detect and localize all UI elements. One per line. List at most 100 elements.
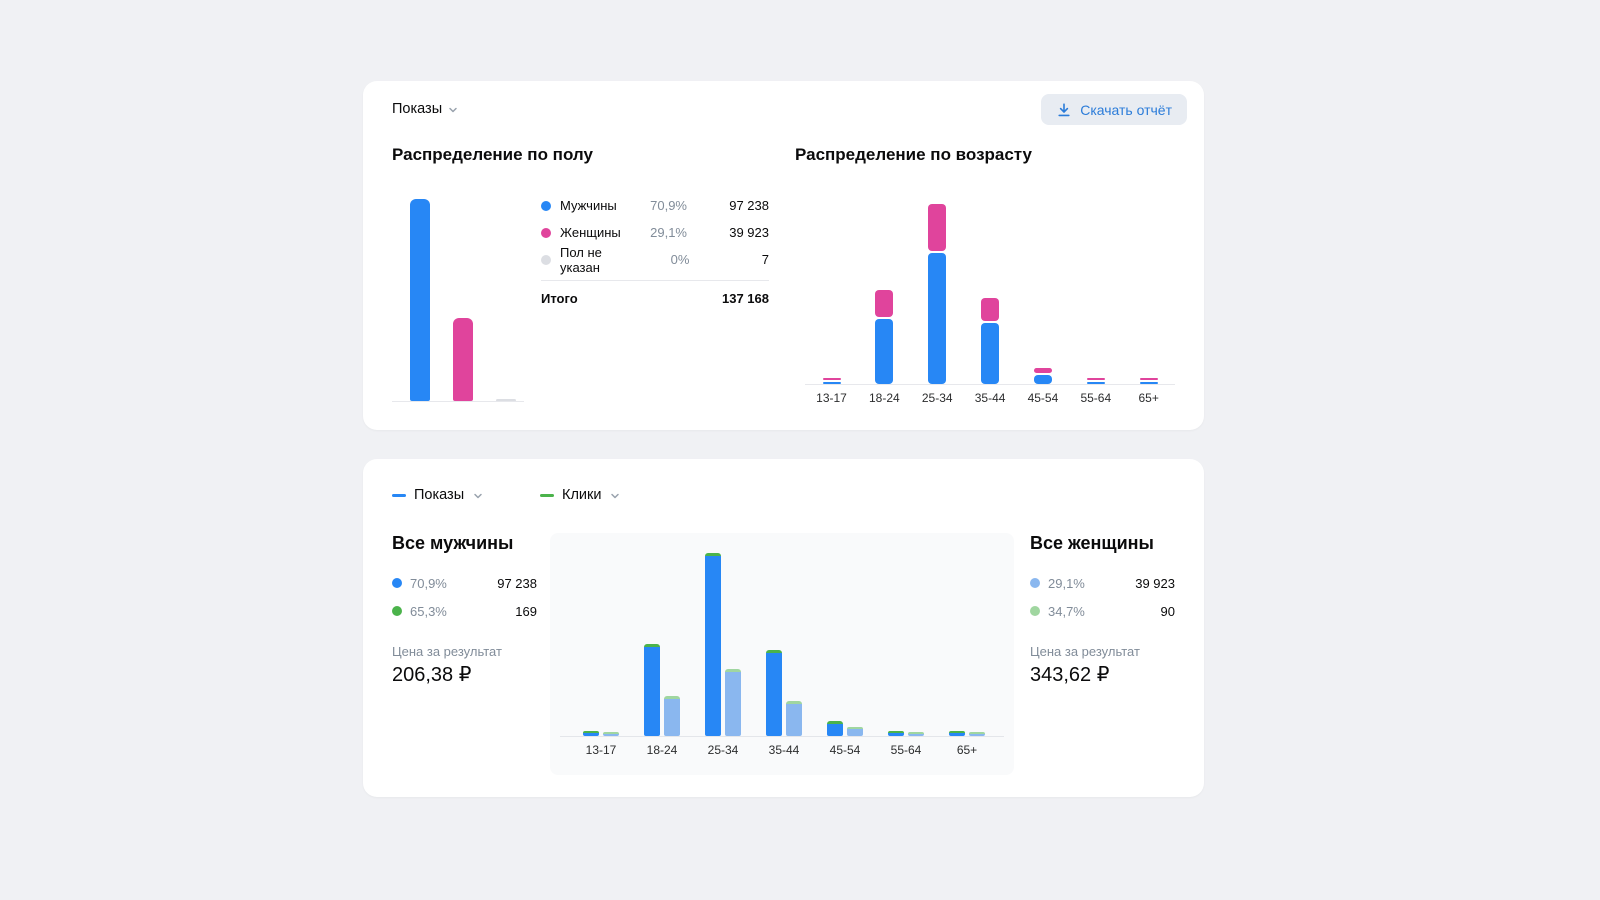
demo-slot-25-34 (705, 553, 741, 736)
women-clicks-value: 90 (1160, 603, 1175, 619)
legend-row-women: Женщины 29,1% 39 923 (541, 219, 769, 246)
demo-clicks-cap-male-18-24 (644, 643, 660, 647)
gender-bar-Мужчины (410, 199, 430, 401)
demo-bar-female-55-64 (908, 734, 924, 736)
demo-column-female-25-34 (725, 669, 741, 736)
demo-column-male-18-24 (644, 643, 660, 736)
demo-axis-label-25-34: 25-34 (707, 743, 739, 757)
age-bar-female-45-54 (1033, 367, 1052, 374)
demo-clicks-cap-female-55-64 (908, 732, 924, 734)
demo-bar-male-45-54 (827, 724, 843, 736)
age-axis-label-55-64: 55-64 (1080, 391, 1112, 405)
demo-clicks-cap-female-18-24 (664, 696, 680, 700)
demo-column-male-25-34 (705, 553, 721, 736)
demo-slot-45-54 (827, 721, 863, 736)
impressions-series-label: Показы (414, 487, 465, 503)
clicks-series-dropdown[interactable]: Клики (540, 487, 621, 503)
men-impressions-row: 70,9% 97 238 (392, 569, 537, 597)
unspecified-dot-icon (541, 254, 551, 265)
age-slot-45-54 (1016, 367, 1069, 384)
demo-bar-male-25-34 (705, 556, 721, 736)
demo-axis-label-35-44: 35-44 (768, 743, 800, 757)
age-axis-label-35-44: 35-44 (974, 391, 1006, 405)
legend-label: Женщины (560, 225, 621, 240)
gender-bar-Пол не указан (496, 399, 516, 401)
age-bar-male-65+ (1139, 382, 1158, 384)
legend-value: 7 (761, 252, 769, 267)
gender-chart-title: Распределение по полу (392, 145, 593, 164)
demo-column-female-13-17 (603, 732, 619, 736)
demo-slot-13-17 (583, 731, 619, 736)
age-slot-55-64 (1069, 377, 1122, 384)
demo-axis-label-55-64: 55-64 (890, 743, 922, 757)
legend-total-row: Итого 137 168 (541, 286, 769, 310)
age-bar-female-18-24 (875, 290, 894, 318)
total-label: Итого (541, 290, 578, 306)
age-axis-label-65+: 65+ (1138, 391, 1159, 405)
gender-bar-chart (392, 196, 524, 402)
download-icon (1058, 102, 1070, 116)
age-axis-label-25-34: 25-34 (921, 391, 953, 405)
women-price-label: Цена за результат (1030, 644, 1140, 659)
legend-row-men: Мужчины 70,9% 97 238 (541, 192, 769, 219)
age-bar-male-25-34 (928, 252, 947, 384)
demo-axis-label-13-17: 13-17 (585, 743, 617, 757)
age-bar-male-18-24 (875, 319, 894, 384)
women-impressions-percent: 29,1% (1048, 575, 1085, 591)
demo-column-female-45-54 (847, 726, 863, 736)
demo-column-male-45-54 (827, 721, 843, 736)
chevron-down-icon (611, 493, 620, 498)
download-report-label: Скачать отчёт (1080, 101, 1172, 118)
age-chart-title: Распределение по возрасту (795, 145, 1033, 164)
legend-divider (541, 280, 769, 281)
demo-clicks-cap-male-55-64 (888, 730, 904, 733)
age-stacked-bar-chart: 13-17 18-24 25-34 35-44 45-54 55-64 65+ (805, 199, 1175, 405)
demo-column-female-65+ (969, 732, 985, 736)
demo-bar-male-13-17 (583, 733, 599, 736)
women-impressions-row: 29,1% 39 923 (1030, 569, 1175, 597)
age-bar-female-35-44 (981, 298, 1000, 322)
men-dot-icon (541, 200, 551, 211)
women-clicks-percent: 34,7% (1048, 603, 1085, 619)
gender-bar-Женщины (453, 318, 473, 401)
impressions-series-dropdown[interactable]: Показы (392, 487, 484, 503)
age-bar-female-13-17 (822, 378, 841, 380)
legend-percent: 0% (670, 252, 690, 267)
total-value: 137 168 (722, 290, 769, 306)
women-clicks-row: 34,7% 90 (1030, 597, 1175, 625)
men-impressions-value: 97 238 (497, 575, 537, 591)
demographics-card: Показы Клики Все мужчины 70,9% 97 238 65… (363, 459, 1204, 797)
demo-slot-65+ (949, 731, 985, 736)
demo-clicks-cap-female-65+ (969, 732, 985, 734)
gender-legend: Мужчины 70,9% 97 238 Женщины 29,1% 39 92… (541, 192, 769, 310)
women-clicks-dot-icon (1030, 606, 1040, 616)
demo-clicks-cap-female-35-44 (786, 701, 802, 705)
women-dot-icon (541, 227, 551, 238)
men-price-value: 206,38 ₽ (392, 664, 472, 686)
demo-column-male-35-44 (766, 649, 782, 736)
legend-value: 39 923 (729, 225, 769, 240)
demo-column-male-13-17 (583, 731, 599, 736)
age-demographics-panel: 13-17 18-24 25-34 35-44 45-54 55-64 65+ (550, 533, 1014, 775)
download-report-button[interactable]: Скачать отчёт (1041, 94, 1187, 125)
age-bar-male-55-64 (1086, 381, 1105, 384)
demo-clicks-cap-male-45-54 (827, 721, 843, 724)
demo-bar-female-25-34 (725, 672, 741, 736)
metric-dropdown[interactable]: Показы (392, 101, 459, 117)
demo-slot-35-44 (766, 649, 802, 736)
demo-bar-female-13-17 (603, 734, 619, 736)
age-slot-13-17 (805, 378, 858, 384)
age-bar-male-35-44 (981, 323, 1000, 384)
men-clicks-row: 65,3% 169 (392, 597, 537, 625)
demo-slot-18-24 (644, 643, 680, 736)
demo-bar-male-35-44 (766, 652, 782, 736)
demo-clicks-cap-female-25-34 (725, 669, 741, 673)
women-impressions-dot-icon (1030, 578, 1040, 588)
age-slot-65+ (1122, 378, 1175, 384)
age-bar-female-65+ (1139, 378, 1158, 380)
impressions-dash-icon (392, 493, 406, 497)
demo-clicks-cap-male-35-44 (766, 649, 782, 653)
demo-clicks-cap-female-45-54 (847, 726, 863, 729)
demo-axis-label-45-54: 45-54 (829, 743, 861, 757)
